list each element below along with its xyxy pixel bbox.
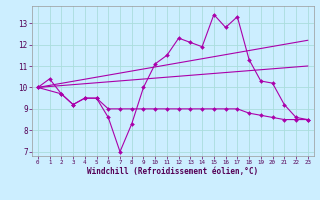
X-axis label: Windchill (Refroidissement éolien,°C): Windchill (Refroidissement éolien,°C) xyxy=(87,167,258,176)
